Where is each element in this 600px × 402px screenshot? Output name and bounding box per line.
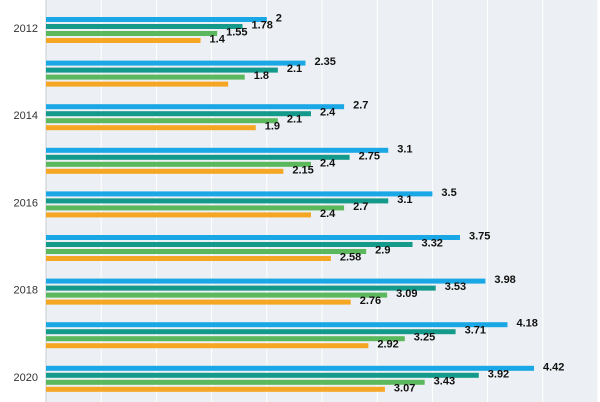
bar: [46, 242, 413, 247]
bar: [46, 125, 256, 131]
bar: [46, 104, 345, 110]
bar: [46, 205, 345, 211]
data-label: 2.1: [287, 63, 302, 75]
data-label: 2.9: [375, 245, 390, 257]
data-label: 2.92: [377, 339, 398, 351]
data-label: 2.35: [314, 56, 335, 68]
bar: [46, 365, 534, 371]
data-label: 1.55: [226, 27, 247, 39]
y-axis-ticks: 2012 2014 2016 2018 2020: [14, 23, 38, 384]
data-label: 2.58: [340, 252, 361, 264]
data-label: 3.43: [434, 375, 455, 387]
bar: [46, 322, 508, 328]
bar: [46, 235, 460, 240]
data-label: 2.15: [292, 164, 313, 176]
y-tick-label: 2016: [14, 197, 38, 209]
bar: [46, 60, 306, 66]
data-label: 2.4: [320, 208, 336, 220]
data-label: 3.5: [441, 187, 456, 199]
data-label: 2.4: [320, 157, 336, 169]
bar: [46, 17, 267, 22]
data-label: 3.07: [394, 382, 415, 394]
bar: [46, 191, 433, 197]
bar: [46, 336, 405, 342]
data-label: 1.78: [252, 20, 273, 32]
bar: [46, 168, 284, 174]
data-label: 3.32: [422, 238, 443, 250]
bar: [46, 256, 331, 261]
bar: [46, 299, 351, 305]
bar: [46, 343, 369, 349]
bar: [46, 118, 278, 124]
data-label: 1.9: [265, 121, 280, 133]
bar: [46, 38, 201, 43]
data-label: 3.25: [414, 332, 435, 344]
bar: [46, 147, 389, 153]
bar: [46, 292, 388, 298]
y-tick-label: 2020: [14, 372, 38, 384]
data-label: 2.1: [287, 114, 302, 126]
data-label: 3.53: [445, 281, 466, 293]
data-label: 1.4: [210, 34, 226, 46]
bar: [46, 154, 350, 160]
data-label: 2.4: [320, 107, 336, 119]
bar: [46, 379, 425, 385]
bar: [46, 31, 218, 36]
value-labels: 21.78 1.551.4 2.35 2.1 1.8 2.7 2.4 2.1 1.9 3.1 2.7…: [210, 13, 565, 395]
data-label: 1.8: [254, 70, 269, 82]
bar: [46, 212, 311, 218]
bar: [46, 285, 436, 291]
data-label: 2: [276, 13, 282, 25]
data-label: 2.7: [353, 100, 368, 112]
bar: [46, 24, 243, 29]
data-label: 3.92: [488, 368, 509, 380]
data-label: 2.75: [359, 150, 380, 162]
data-label: 2.76: [360, 295, 381, 307]
data-label: 3.98: [494, 274, 515, 286]
data-label: 3.75: [469, 231, 490, 243]
data-label: 3.1: [397, 143, 412, 155]
y-tick-label: 2014: [14, 110, 38, 122]
y-tick-label: 2012: [14, 23, 38, 35]
bar: [46, 67, 278, 73]
data-label: 3.71: [465, 325, 486, 337]
bar: [46, 81, 229, 87]
data-label: 3.1: [397, 194, 412, 206]
bar: [46, 111, 311, 117]
bar: [46, 198, 389, 204]
bars: [46, 17, 534, 392]
data-label: 4.18: [516, 318, 537, 330]
bar: [46, 249, 367, 254]
bar: [46, 161, 311, 167]
data-label: 3.09: [396, 288, 417, 300]
bar: [46, 329, 456, 335]
data-label: 4.42: [543, 361, 564, 373]
bar: [46, 278, 486, 284]
data-label: 2.7: [353, 201, 368, 213]
bar: [46, 386, 385, 392]
bar: [46, 74, 245, 80]
bar: [46, 372, 479, 378]
y-tick-label: 2018: [14, 285, 38, 297]
